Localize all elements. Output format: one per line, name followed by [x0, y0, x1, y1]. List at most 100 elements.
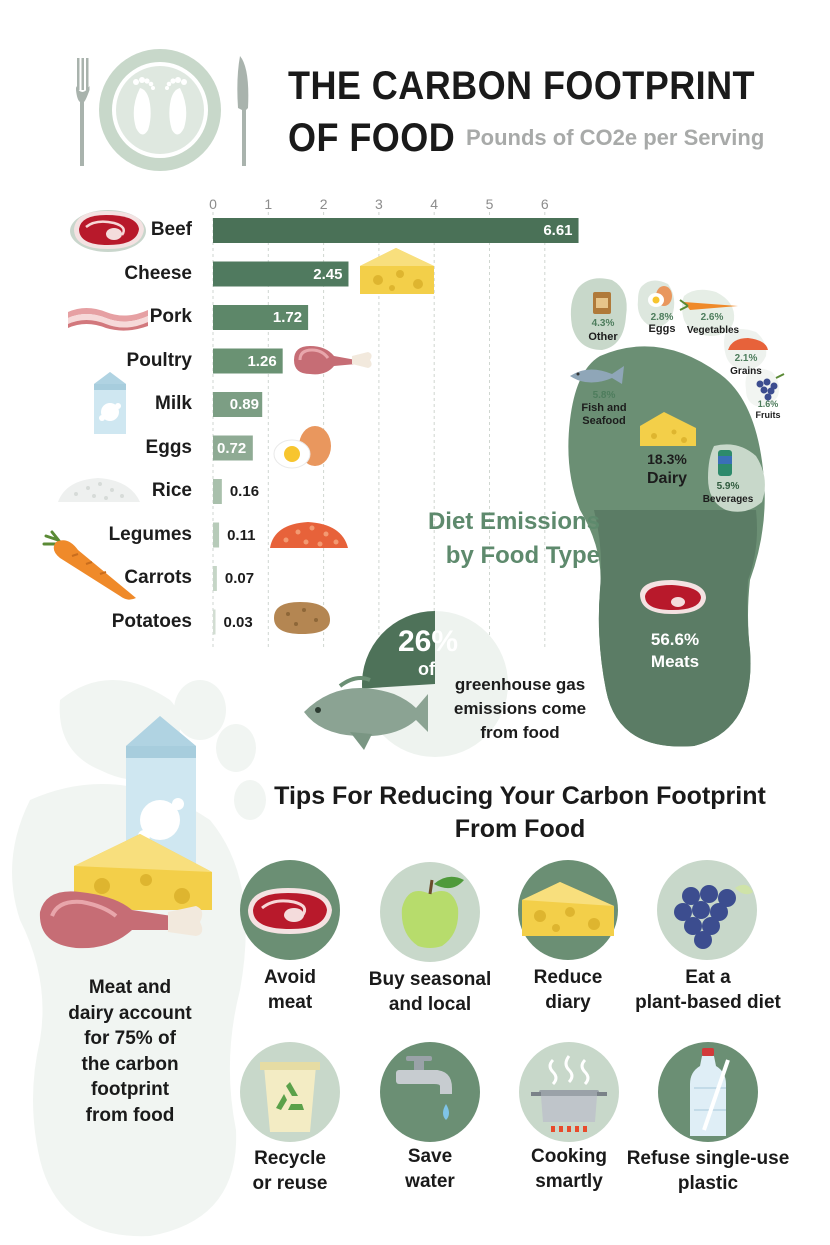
- tip-save-water: Save water: [350, 1144, 510, 1194]
- value-label: 0.16: [229, 483, 260, 500]
- tip-label-line2: and local: [388, 994, 472, 1015]
- other-label: Other: [588, 331, 618, 343]
- value-label: 0.07: [224, 570, 255, 587]
- steak-icon: [240, 860, 340, 960]
- note-line5: footprint: [90, 1079, 170, 1100]
- greenhouse-of: of: [418, 659, 435, 679]
- diet-footprint: [568, 278, 785, 747]
- diet-emissions-title: Diet Emissions by Food Type: [400, 505, 600, 573]
- tip-label-line2: or reuse: [252, 1173, 328, 1194]
- tip-label-line2: water: [405, 1171, 455, 1192]
- category-label: Carrots: [124, 567, 192, 588]
- tip-label-line2: meat: [267, 992, 313, 1013]
- category-label: Beef: [150, 219, 192, 240]
- value-label: 0.72: [217, 439, 247, 457]
- eggs-icon: [273, 426, 331, 469]
- bar-chart-bars: [213, 218, 579, 635]
- grains-pct: 2.1%: [734, 353, 758, 364]
- category-label: Eggs: [145, 436, 192, 458]
- vegetables-label: Vegetables: [686, 325, 740, 336]
- note-line6: from food: [85, 1104, 175, 1126]
- x-tick-label: 4: [430, 196, 439, 212]
- greenhouse-pct: 26%: [398, 625, 459, 658]
- beverages-label: Beverages: [702, 494, 754, 505]
- carrot-small-icon: [679, 299, 738, 311]
- grains-label: Grains: [730, 366, 762, 377]
- cheese-small-icon: [640, 412, 696, 446]
- x-tick-label: 6: [540, 196, 549, 212]
- greenhouse-line1: greenhouse gas: [454, 675, 586, 694]
- fish-pct: 5.8%: [592, 390, 616, 401]
- bar-poultry: [213, 348, 283, 374]
- note-line3: for 75% of: [84, 1028, 176, 1049]
- meats-pct: 56.6%: [650, 630, 700, 649]
- x-tick-label: 0: [209, 196, 217, 212]
- apple-icon: [380, 862, 480, 962]
- bacon-icon: [68, 308, 148, 331]
- value-label: 6.61: [543, 222, 573, 239]
- cheese-icon: [360, 248, 434, 294]
- left-footprint: [12, 680, 266, 1237]
- tip-plant-based: Eat a plant-based diet: [628, 965, 788, 1015]
- diet-title-line2: by Food Type: [445, 542, 600, 569]
- value-label: 0.03: [223, 613, 253, 631]
- note-line1: Meat and: [88, 977, 172, 998]
- greenhouse-line2: emissions come: [453, 699, 587, 718]
- header-logo: [76, 49, 249, 171]
- bar-eggs: [213, 435, 253, 461]
- tip-label-line1: Reduce: [533, 967, 603, 988]
- category-label: Legumes: [108, 523, 192, 545]
- bar-rice: [213, 479, 222, 504]
- faucet-icon: [380, 1042, 480, 1142]
- rice-icon: [58, 478, 140, 502]
- vegetables-pct: 2.6%: [700, 312, 724, 323]
- bar-carrots: [213, 566, 217, 591]
- other-pct: 4.3%: [591, 318, 615, 329]
- bottle-icon: [658, 1042, 758, 1142]
- knife-icon: [237, 56, 249, 166]
- tip-label-line2: plant-based diet: [635, 992, 781, 1013]
- beef-icon: [70, 210, 146, 252]
- meat-dairy-note: Meat and dairy account for 75% of the ca…: [50, 975, 210, 1128]
- tip-buy-seasonal: Buy seasonal and local: [350, 967, 510, 1017]
- lentils-icon: [270, 522, 348, 548]
- page-subtitle: Pounds of CO2e per Serving: [466, 125, 765, 150]
- grains-icon: [728, 338, 768, 350]
- category-label: Pork: [149, 306, 192, 327]
- category-label: Potatoes: [111, 610, 192, 632]
- greenhouse-graphic: [304, 611, 508, 757]
- category-label: Milk: [155, 393, 192, 414]
- value-label: 0.11: [227, 526, 256, 544]
- beverages-pct: 5.9%: [716, 481, 740, 492]
- tips-title-line1: Tips For Reducing Your Carbon Footprint: [274, 782, 766, 810]
- diet-title-line1: Diet Emissions: [427, 508, 600, 535]
- tip-label-line1: Avoid: [263, 967, 317, 988]
- fish-label: Fish and Seafood: [576, 402, 632, 428]
- egg-small-icon: [648, 286, 672, 307]
- fish-icon: [304, 676, 428, 750]
- value-label: 1.26: [247, 352, 277, 370]
- footprint-heel: [594, 510, 757, 747]
- bar-beef: [213, 218, 579, 243]
- tip-label-line1: Cooking: [531, 1146, 607, 1167]
- category-label: Rice: [151, 480, 192, 501]
- title-line2: OF FOOD: [288, 116, 456, 160]
- x-tick-label: 1: [264, 196, 273, 212]
- poultry-leg-icon: [294, 346, 372, 375]
- fruits-icon: [756, 373, 785, 401]
- dairy-label: Dairy: [646, 470, 688, 487]
- tip-recycle: Recycle or reuse: [210, 1146, 370, 1196]
- category-label: Cheese: [124, 262, 192, 284]
- steak-small-icon: [640, 580, 706, 614]
- fruits-label: Fruits: [755, 410, 781, 420]
- tip-cooking-smartly: Cooking smartly: [489, 1144, 649, 1194]
- tip-label-line1: Eat a: [685, 967, 731, 988]
- pot-icon: [519, 1042, 619, 1142]
- value-label: 0.89: [229, 396, 259, 413]
- note-line4: the carbon: [81, 1053, 179, 1075]
- tip-avoid-meat: Avoid meat: [210, 965, 370, 1015]
- cheese-tip-icon: [518, 860, 618, 960]
- bar-pork: [213, 305, 309, 330]
- x-tick-label: 5: [485, 196, 494, 212]
- dairy-pct: 18.3%: [647, 451, 687, 467]
